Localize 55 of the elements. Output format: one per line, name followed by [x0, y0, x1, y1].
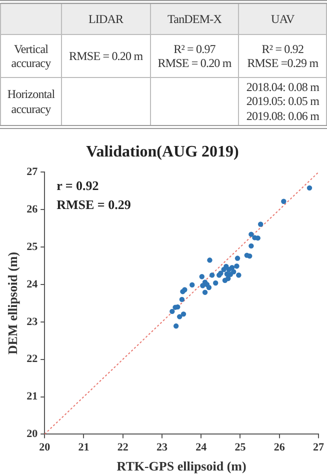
point [200, 283, 206, 288]
point [236, 272, 242, 278]
chart-title: Validation(AUG 2019) [86, 144, 239, 161]
x-tick-label: 22 [117, 442, 129, 454]
point [248, 244, 254, 249]
annotation: r = 0.92 [56, 178, 99, 194]
y-tick-label: 24 [26, 278, 38, 290]
text: 2018.04: 0.08 m 2019.05: 0.05 m 2019.08: 0.06 m [246, 80, 320, 123]
x-tick-label: 25 [234, 442, 246, 454]
text: RMSE = 0.20 m [69, 48, 143, 63]
x-tick-label: 26 [274, 442, 286, 454]
x-axis-title: RTK-GPS ellipsoid (m) [116, 458, 246, 474]
y-tick-label: 21 [26, 390, 38, 403]
category-label: TanDEM-X [150, 2, 239, 34]
point [248, 232, 254, 238]
x-tick-label: 23 [156, 442, 168, 454]
point [247, 254, 252, 259]
y-tick-label: 20 [26, 428, 38, 440]
text: R² = 0.92 RMSE =0.29 m [247, 42, 318, 70]
point [234, 264, 240, 269]
y-tick-label: 27 [26, 166, 38, 178]
point [207, 258, 212, 263]
point [170, 309, 175, 314]
point [179, 297, 185, 302]
point [230, 269, 236, 275]
point [306, 185, 312, 191]
point [173, 324, 179, 329]
category-label: Horizontal accuracy [7, 87, 55, 116]
x-tick-label: 27 [313, 442, 324, 454]
y-tick-label: 22 [26, 353, 38, 366]
point [281, 198, 286, 204]
point [212, 280, 218, 286]
point [202, 290, 208, 296]
category-label: LIDAR [62, 2, 150, 34]
y-tick-label: 26 [26, 204, 38, 216]
category-label: Vertical accuracy [11, 42, 51, 70]
y-tick-label: 23 [26, 316, 38, 328]
point [234, 256, 240, 262]
point [199, 274, 204, 280]
point [176, 314, 182, 320]
text: R² = 0.97 RMSE = 0.20 m [158, 42, 232, 70]
point [190, 282, 195, 288]
x-tick-label: 21 [78, 442, 90, 454]
point [180, 312, 186, 317]
y-tick-label: 25 [26, 241, 38, 254]
point [222, 278, 228, 284]
category-label: UAV [238, 2, 326, 34]
point [258, 222, 264, 227]
point [206, 285, 212, 290]
x-tick-label: 24 [196, 442, 208, 454]
x-tick-label: 20 [39, 442, 51, 454]
y-axis-title: DEM ellipsoid (m) [5, 252, 20, 355]
point [221, 267, 226, 272]
annotation: RMSE = 0.29 [56, 197, 132, 212]
point [209, 272, 215, 278]
